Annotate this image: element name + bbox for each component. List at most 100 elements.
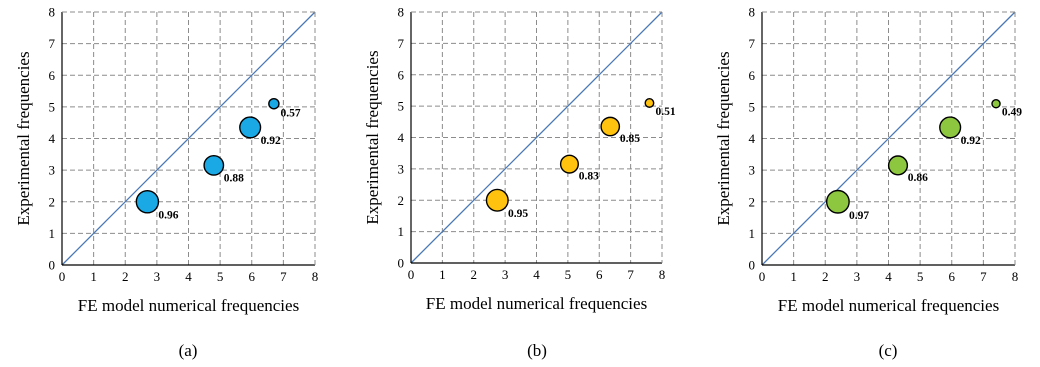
panel-b: 0 1 2 3 4 5 6 7 8 0 1 2 3 4 5 6 7 8 0.95 0.83 0.85 0.51 FE … xyxy=(363,5,676,361)
y-tick-label: 0 xyxy=(398,256,405,271)
y-tick-label: 6 xyxy=(749,68,756,83)
data-point xyxy=(825,189,850,214)
x-tick-label: 3 xyxy=(502,267,509,282)
plot-frame xyxy=(410,11,663,264)
y-tick-label: 7 xyxy=(749,36,756,51)
x-tick-label: 1 xyxy=(90,269,97,284)
y-axis-label: Experimental frequencies xyxy=(14,51,33,225)
x-tick-label: 6 xyxy=(249,269,256,284)
grid xyxy=(411,12,662,263)
data-point xyxy=(559,154,579,174)
x-tick-label: 5 xyxy=(217,269,224,284)
data-points: 0.96 0.88 0.92 0.57 xyxy=(135,97,301,222)
data-point xyxy=(203,154,225,176)
x-axis-label: FE model numerical frequencies xyxy=(778,296,999,315)
x-tick-label: 1 xyxy=(439,267,446,282)
grid xyxy=(62,12,315,265)
x-tick-label: 4 xyxy=(185,269,192,284)
y-tick-label: 4 xyxy=(398,130,405,145)
y-tick-label: 7 xyxy=(49,36,56,51)
data-label: 0.95 xyxy=(508,208,528,220)
data-points: 0.95 0.83 0.85 0.51 xyxy=(485,98,676,220)
y-tick-label: 4 xyxy=(49,131,56,146)
y-tick-label: 5 xyxy=(49,99,56,114)
x-ticks: 0 1 2 3 4 5 6 7 8 xyxy=(759,269,1019,284)
data-points: 0.97 0.86 0.92 0.49 xyxy=(825,98,1022,222)
data-label: 0.97 xyxy=(849,210,869,222)
data-label: 0.88 xyxy=(224,172,244,184)
x-tick-label: 8 xyxy=(659,267,666,282)
data-label: 0.92 xyxy=(261,135,281,147)
y-tick-label: 0 xyxy=(49,258,56,273)
y-tick-label: 8 xyxy=(749,5,756,20)
data-point xyxy=(268,97,280,110)
data-point xyxy=(135,189,160,214)
x-tick-label: 4 xyxy=(533,267,540,282)
panel-caption: (a) xyxy=(179,341,198,360)
y-tick-label: 5 xyxy=(749,99,756,114)
x-tick-label: 7 xyxy=(627,267,634,282)
x-tick-label: 5 xyxy=(917,269,924,284)
data-label: 0.51 xyxy=(656,106,676,118)
x-tick-label: 5 xyxy=(565,267,572,282)
data-point xyxy=(239,116,262,139)
y-tick-label: 4 xyxy=(749,131,756,146)
y-tick-label: 1 xyxy=(49,226,56,241)
y-tick-label: 3 xyxy=(398,161,405,176)
y-axis-label: Experimental frequencies xyxy=(714,51,733,225)
y-tick-label: 0 xyxy=(749,258,756,273)
data-label: 0.83 xyxy=(579,171,599,183)
x-tick-label: 3 xyxy=(154,269,161,284)
x-tick-label: 6 xyxy=(949,269,956,284)
y-ticks: 0 1 2 3 4 5 6 7 8 xyxy=(398,5,405,271)
x-tick-label: 8 xyxy=(312,269,319,284)
x-tick-label: 6 xyxy=(596,267,603,282)
x-tick-label: 1 xyxy=(790,269,797,284)
x-tick-label: 0 xyxy=(759,269,766,284)
data-label: 0.57 xyxy=(281,107,301,119)
reference-line xyxy=(61,11,316,266)
y-tick-label: 6 xyxy=(49,68,56,83)
x-tick-label: 2 xyxy=(122,269,129,284)
data-label: 0.96 xyxy=(158,210,178,222)
data-point xyxy=(600,116,621,137)
y-tick-label: 1 xyxy=(749,226,756,241)
data-label: 0.86 xyxy=(908,172,928,184)
x-axis-label: FE model numerical frequencies xyxy=(78,296,299,315)
x-tick-label: 3 xyxy=(854,269,861,284)
y-ticks: 0 1 2 3 4 5 6 7 8 xyxy=(749,5,756,273)
data-point xyxy=(644,98,655,108)
y-tick-label: 3 xyxy=(49,163,56,178)
reference-line xyxy=(410,11,663,264)
y-tick-label: 2 xyxy=(398,193,405,208)
y-tick-label: 3 xyxy=(749,163,756,178)
y-axis-label: Experimental frequencies xyxy=(363,50,382,224)
x-tick-label: 2 xyxy=(822,269,829,284)
data-label: 0.85 xyxy=(620,133,640,145)
panel-caption: (b) xyxy=(527,341,547,360)
y-ticks: 0 1 2 3 4 5 6 7 8 xyxy=(49,5,56,273)
data-label: 0.49 xyxy=(1002,107,1022,119)
data-point xyxy=(991,98,1001,109)
reference-line xyxy=(761,11,1016,266)
x-ticks: 0 1 2 3 4 5 6 7 8 xyxy=(59,269,319,284)
x-tick-label: 7 xyxy=(980,269,987,284)
data-point xyxy=(485,188,509,212)
panel-caption: (c) xyxy=(879,341,898,360)
data-point xyxy=(939,116,962,139)
grid xyxy=(762,12,1015,265)
x-tick-label: 2 xyxy=(471,267,478,282)
y-tick-label: 2 xyxy=(749,194,756,209)
plot-frame xyxy=(761,11,1016,266)
plot-frame xyxy=(61,11,316,266)
y-tick-label: 6 xyxy=(398,67,405,82)
x-tick-label: 4 xyxy=(885,269,892,284)
x-tick-label: 0 xyxy=(59,269,66,284)
x-tick-label: 0 xyxy=(408,267,415,282)
y-tick-label: 1 xyxy=(398,224,405,239)
data-label: 0.92 xyxy=(961,135,981,147)
x-axis-label: FE model numerical frequencies xyxy=(426,294,647,313)
data-point xyxy=(887,155,909,176)
y-tick-label: 7 xyxy=(398,36,405,51)
